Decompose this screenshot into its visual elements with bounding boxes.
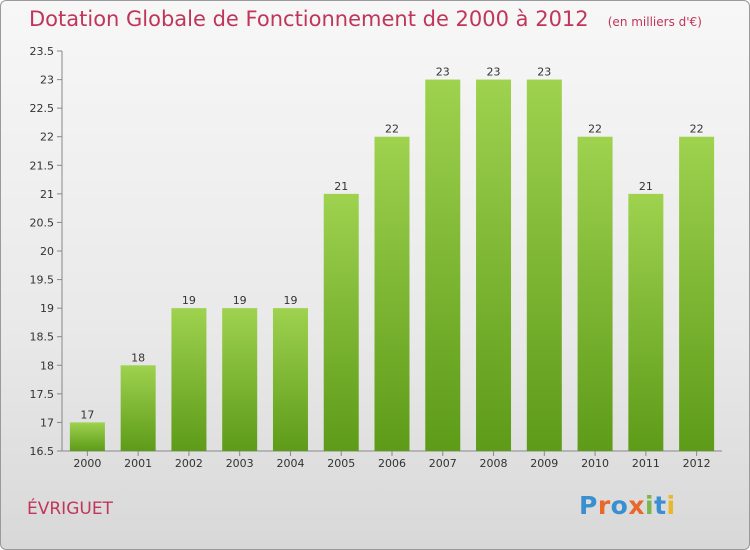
y-tick-label: 23.5 [30, 45, 55, 58]
bar [323, 193, 359, 451]
logo-letter: t [654, 491, 667, 520]
x-tick-label: 2005 [327, 457, 355, 470]
logo-letter: r [597, 491, 611, 520]
bar-value-label: 23 [537, 66, 551, 79]
x-tick-label: 2006 [378, 457, 406, 470]
bar-value-label: 19 [182, 294, 196, 307]
bar-value-label: 22 [588, 123, 602, 136]
x-tick-label: 2008 [480, 457, 508, 470]
y-tick-label: 17 [40, 416, 54, 429]
data-labels: 17 18 19 19 19 21 22 23 23 23 22 21 22 [80, 66, 703, 422]
x-tick-label: 2010 [581, 457, 609, 470]
y-tick-label: 18.5 [30, 331, 55, 344]
title-row: Dotation Globale de Fonctionnement de 20… [29, 7, 702, 31]
x-tick-label: 2011 [632, 457, 660, 470]
x-tick-label: 2007 [429, 457, 457, 470]
logo-letter: o [610, 491, 629, 520]
x-tick-label: 2012 [683, 457, 711, 470]
logo-letter: x [628, 491, 645, 520]
x-tick-label: 2004 [276, 457, 304, 470]
bar [628, 193, 664, 451]
x-tick-label: 2001 [124, 457, 152, 470]
y-tick-label: 18 [40, 359, 54, 372]
y-tick-label: 20.5 [30, 216, 55, 229]
axes: 16.5 17 17.5 18 18.5 19 19.5 20 20.5 21 21.5 22 22.5… [30, 45, 722, 470]
commune-name: ÉVRIGUET [27, 499, 113, 519]
x-tick-label: 2009 [530, 457, 558, 470]
bar [374, 136, 410, 451]
bar [425, 79, 461, 452]
y-tick-label: 20 [40, 245, 54, 258]
bar-value-label: 23 [436, 66, 450, 79]
y-tick-label: 23 [40, 74, 54, 87]
x-tick-label: 2000 [73, 457, 101, 470]
x-tick-label: 2003 [226, 457, 254, 470]
bar-value-label: 21 [334, 180, 348, 193]
logo-letter: P [579, 491, 598, 520]
y-tick-label: 22 [40, 131, 54, 144]
bar-value-label: 17 [80, 408, 94, 421]
bar [476, 79, 512, 452]
x-tick-label: 2002 [175, 457, 203, 470]
bar-value-label: 22 [385, 123, 399, 136]
y-tick-label: 19.5 [30, 274, 55, 287]
unit-note: (en milliers d'€) [607, 15, 702, 29]
logo-letter: i [645, 491, 655, 520]
bar-value-label: 22 [690, 123, 704, 136]
bar [679, 136, 715, 451]
bar [526, 79, 562, 452]
bar [171, 308, 207, 451]
bar [577, 136, 613, 451]
y-tick-label: 21 [40, 188, 54, 201]
bar-value-label: 23 [487, 66, 501, 79]
proxiti-logo: Proxiti [579, 491, 676, 520]
y-tick-label: 22.5 [30, 102, 55, 115]
bar-value-label: 21 [639, 180, 653, 193]
y-tick-label: 21.5 [30, 159, 55, 172]
bar-value-label: 19 [283, 294, 297, 307]
bar [272, 308, 308, 451]
bar-value-label: 19 [233, 294, 247, 307]
bars [69, 79, 715, 452]
bar [69, 422, 105, 451]
bar-value-label: 18 [131, 351, 145, 364]
bar [222, 308, 258, 451]
y-tick-label: 19 [40, 302, 54, 315]
y-tick-label: 16.5 [30, 445, 55, 458]
y-tick-label: 17.5 [30, 388, 55, 401]
chart-title: Dotation Globale de Fonctionnement de 20… [29, 7, 589, 31]
bar [120, 365, 156, 451]
logo-letter: i [666, 491, 676, 520]
